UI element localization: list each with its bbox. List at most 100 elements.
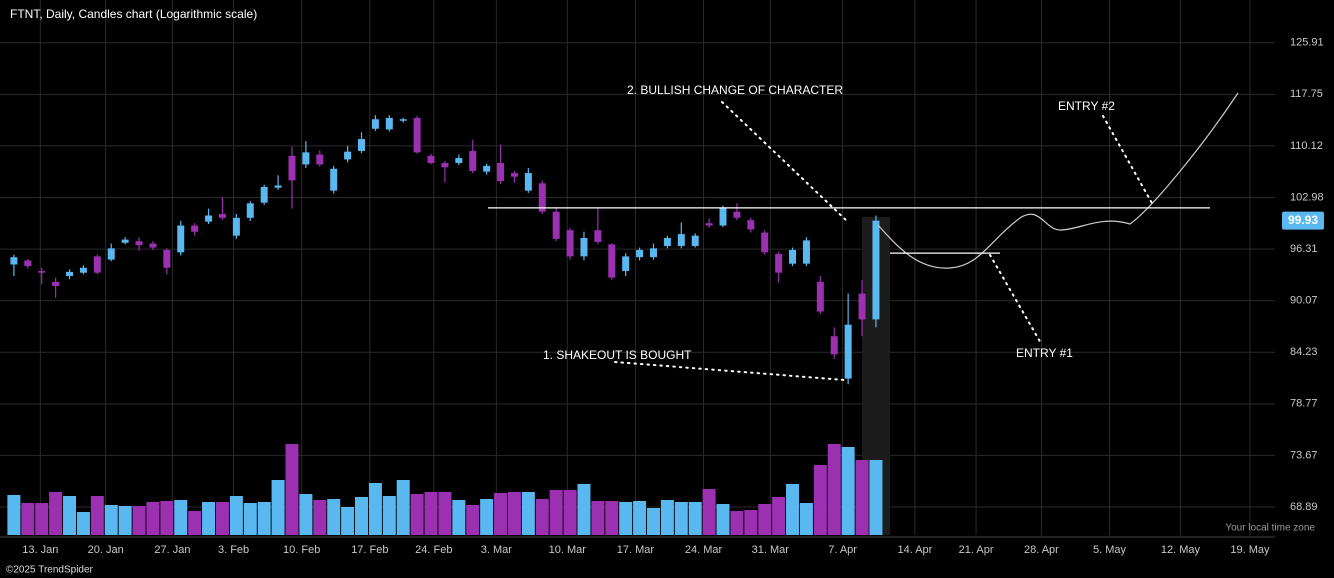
candle-body <box>135 241 143 246</box>
grid <box>0 0 1275 535</box>
volume-bar <box>799 503 813 535</box>
volume-bar <box>605 501 619 535</box>
candle-body <box>399 119 407 121</box>
candle-body <box>802 240 810 264</box>
candle-body <box>302 152 310 165</box>
candle-body <box>844 324 852 379</box>
x-tick-label: 10. Mar <box>549 544 587 556</box>
candle-body <box>510 173 518 177</box>
x-tick-label: 24. Mar <box>685 544 723 556</box>
y-tick-label: 117.75 <box>1290 88 1323 100</box>
volume-bar <box>772 497 786 535</box>
candle-body <box>274 185 282 188</box>
candle-body <box>747 220 755 230</box>
x-tick-label: 17. Feb <box>351 544 388 556</box>
candle-body <box>107 248 115 260</box>
candle-body <box>566 230 574 257</box>
volume-bar <box>146 502 160 535</box>
volume-bar <box>424 492 438 535</box>
volume-bar <box>452 500 466 535</box>
candle-body <box>413 117 421 153</box>
volume-bar <box>63 496 77 535</box>
x-tick-label: 31. Mar <box>752 544 790 556</box>
volume-bar <box>786 484 800 535</box>
annotation: ENTRY #2 <box>1058 99 1115 113</box>
candle-body <box>622 256 630 272</box>
candle-body <box>816 281 824 312</box>
x-tick-label: 3. Feb <box>218 544 249 556</box>
candle-body <box>872 220 880 320</box>
volume-bar <box>577 484 591 535</box>
volume-bar <box>257 502 271 535</box>
volume-bar <box>591 501 605 535</box>
candle-body <box>441 163 449 168</box>
volume-bar <box>243 503 257 535</box>
candle-body <box>830 336 838 355</box>
x-tick-label: 3. Mar <box>481 544 513 556</box>
volume-bar <box>299 494 313 535</box>
x-tick-label: 17. Mar <box>617 544 655 556</box>
volume-bar <box>507 492 521 535</box>
volume-bar <box>521 492 535 535</box>
candle-body <box>761 232 769 253</box>
candle-body <box>608 244 616 278</box>
volume-bar <box>132 506 146 535</box>
candle-body <box>524 173 532 191</box>
x-tick-label: 13. Jan <box>22 544 58 556</box>
volume-bar <box>827 444 841 535</box>
x-tick-label: 27. Jan <box>154 544 190 556</box>
candle-body <box>552 211 560 239</box>
volume-bar <box>744 510 758 535</box>
x-tick-label: 19. May <box>1230 544 1270 556</box>
y-tick-label: 84.23 <box>1290 346 1318 358</box>
volume-bar <box>633 501 647 535</box>
candle-body <box>344 151 352 160</box>
candle-body <box>316 154 324 165</box>
candle-body <box>371 119 379 129</box>
x-tick-label: 24. Feb <box>415 544 452 556</box>
candle-body <box>93 256 101 273</box>
candle-body <box>775 253 783 273</box>
volume-bar <box>855 460 869 535</box>
dotted-line <box>614 361 846 381</box>
x-tick-label: 20. Jan <box>88 544 124 556</box>
candle-body <box>232 217 240 236</box>
volume-bar <box>188 511 202 535</box>
volume-bar <box>730 511 744 535</box>
volume <box>7 444 883 535</box>
volume-bar <box>410 494 424 535</box>
candle-body <box>733 211 741 218</box>
volume-bar <box>466 505 480 535</box>
candle-body <box>149 243 157 248</box>
y-tick-label: 78.77 <box>1290 398 1318 410</box>
chart-title: FTNT, Daily, Candles chart (Logarithmic … <box>10 7 257 21</box>
volume-bar <box>494 493 508 535</box>
volume-bar <box>646 508 660 535</box>
x-tick-label: 12. May <box>1161 544 1201 556</box>
projection-curve <box>877 92 1239 269</box>
volume-bar <box>49 492 63 535</box>
volume-bar <box>174 500 188 535</box>
volume-bar <box>90 496 104 535</box>
volume-bar <box>382 496 396 535</box>
annotation-lines <box>614 101 1154 381</box>
candle-body <box>677 234 685 246</box>
candle-body <box>79 267 87 273</box>
candle-body <box>663 238 671 246</box>
candle-body <box>177 225 185 253</box>
candle-body <box>246 203 254 218</box>
volume-bar <box>202 502 216 535</box>
candle-body <box>497 163 505 182</box>
dotted-line <box>989 254 1043 346</box>
candle-body <box>191 225 199 232</box>
candle-body <box>789 249 797 264</box>
y-tick-label: 125.91 <box>1290 37 1324 49</box>
volume-bar <box>535 499 549 535</box>
volume-bar <box>813 465 827 535</box>
volume-bar <box>480 499 494 535</box>
candle-body <box>427 155 435 164</box>
x-tick-label: 28. Apr <box>1024 544 1059 556</box>
x-tick-label: 7. Apr <box>828 544 857 556</box>
volume-bar <box>229 496 243 535</box>
